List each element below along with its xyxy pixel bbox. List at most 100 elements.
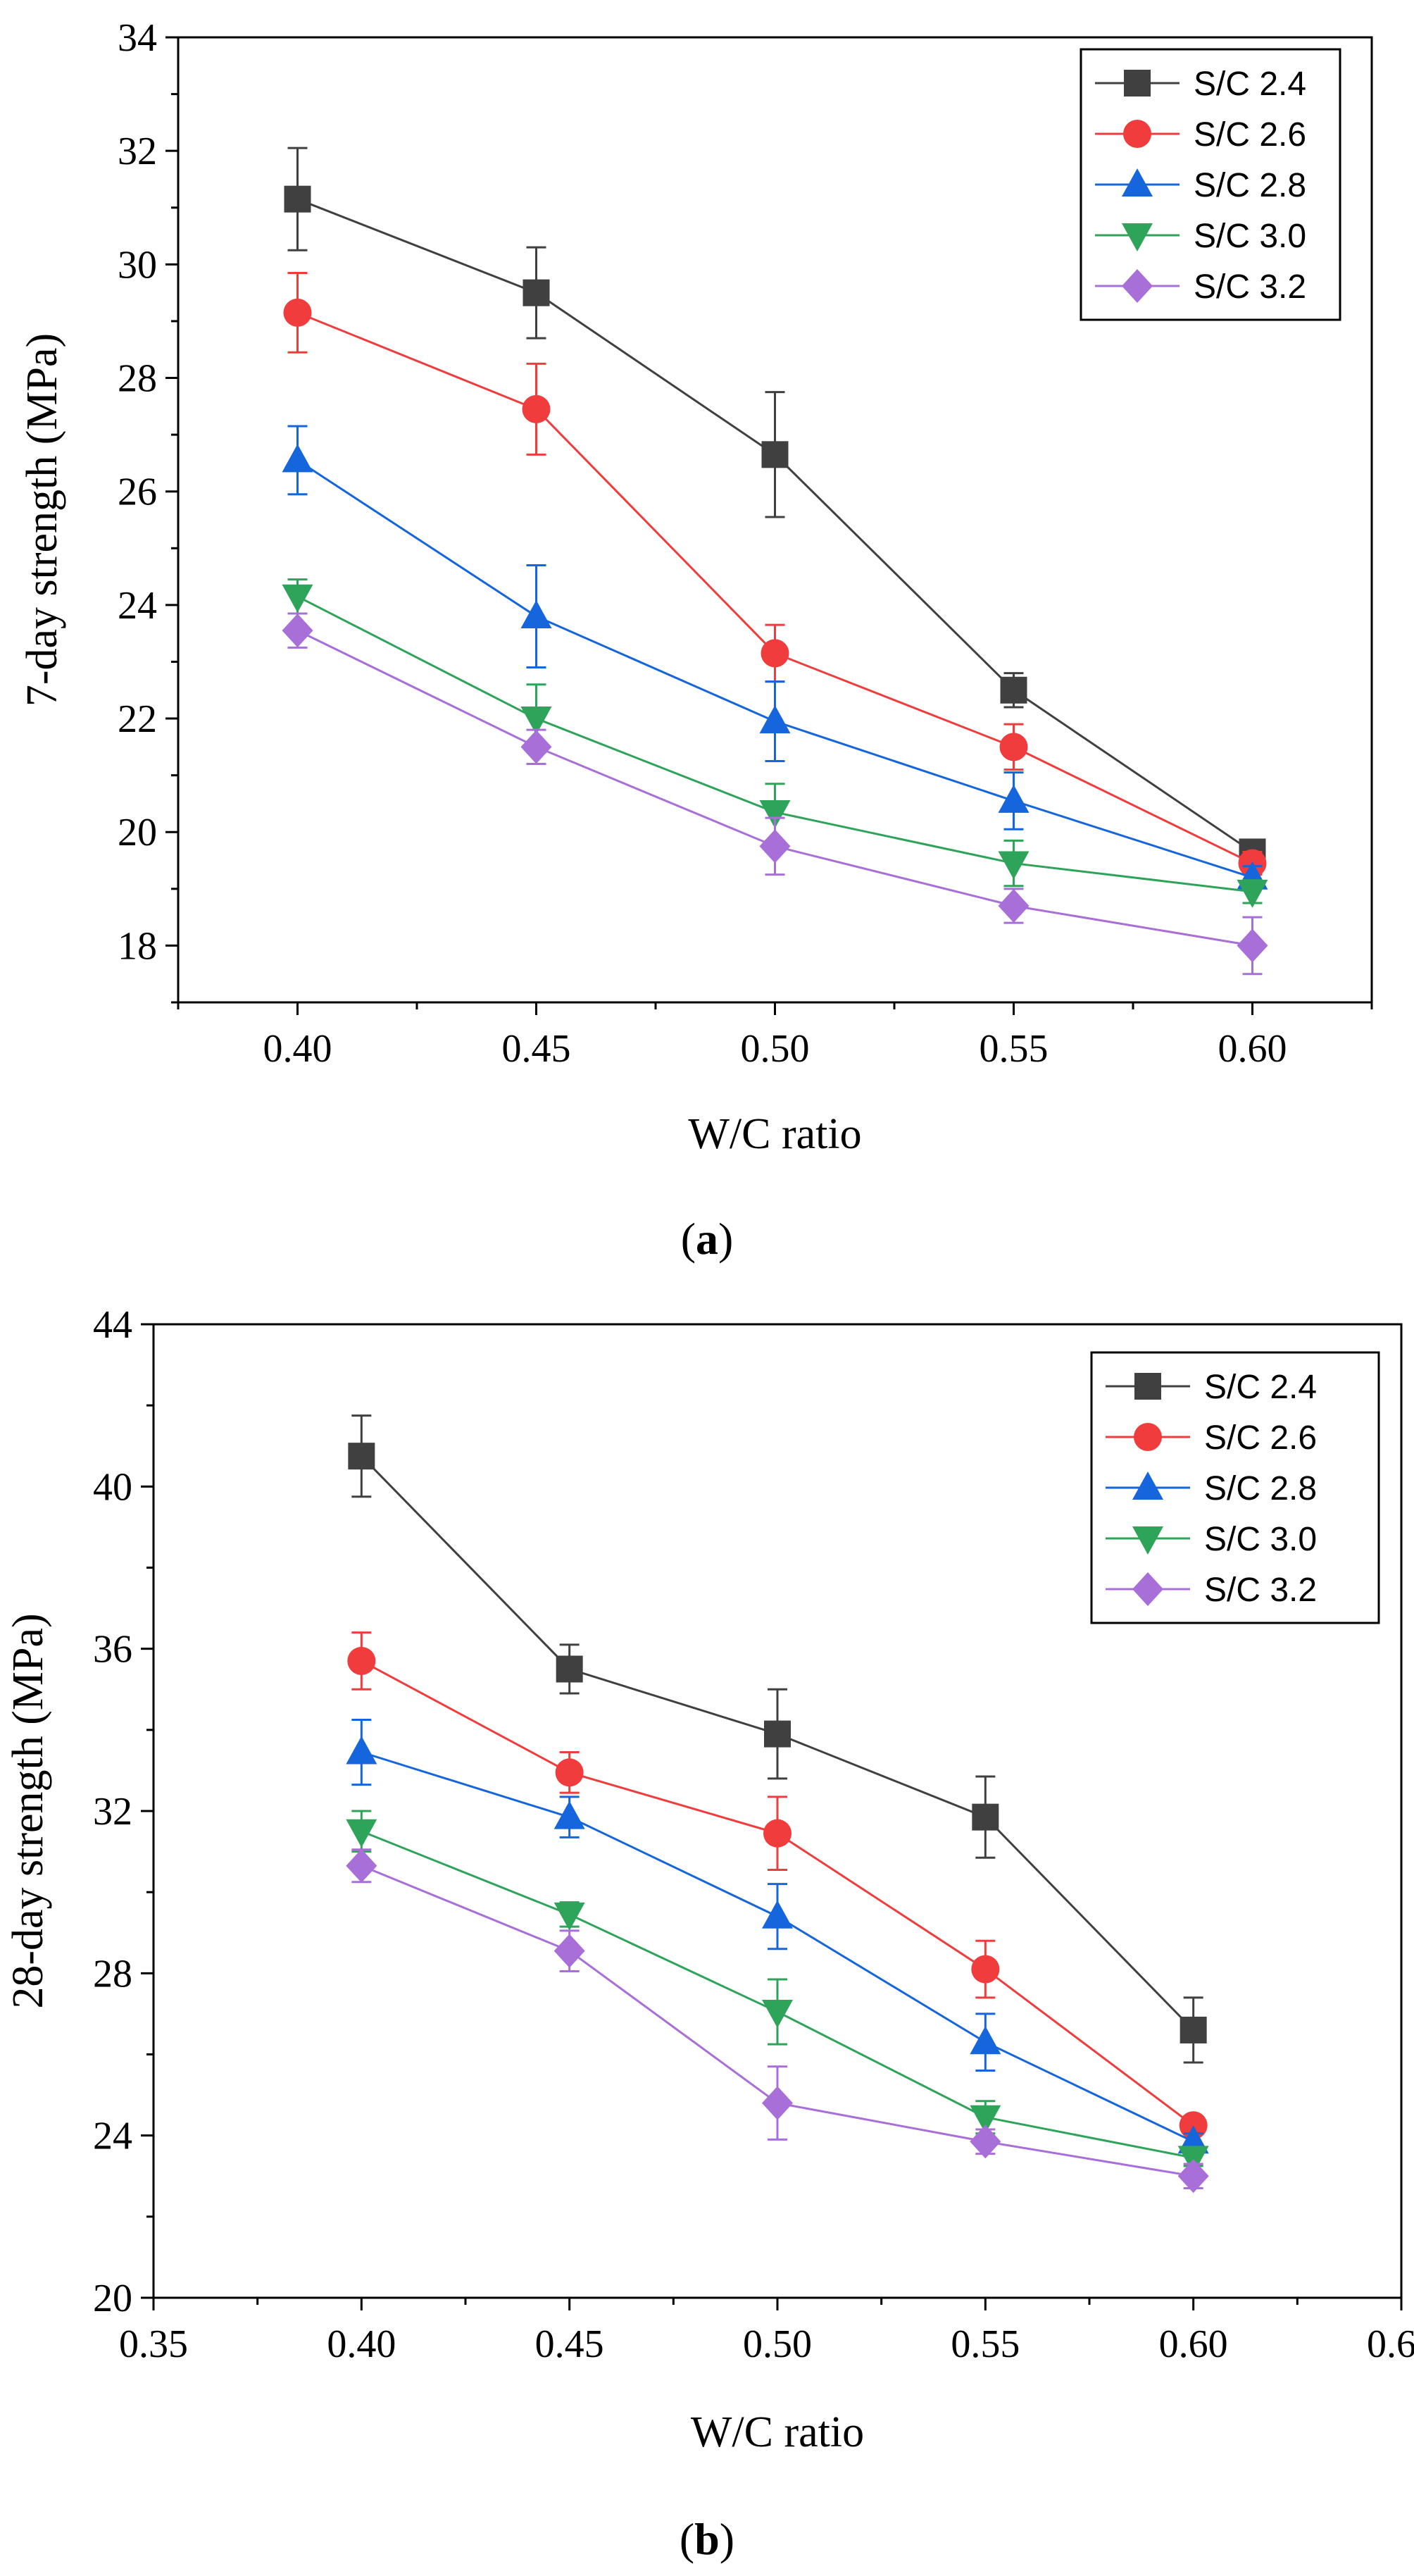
legend-marker xyxy=(1132,1572,1163,1606)
x-tick-label: 0.45 xyxy=(502,1027,571,1071)
data-point xyxy=(282,584,313,613)
y-tick-label: 32 xyxy=(118,130,157,173)
data-point xyxy=(553,1800,585,1829)
y-tick-label: 28 xyxy=(118,357,157,401)
legend-marker xyxy=(1122,168,1153,197)
legend-label: S/C 2.6 xyxy=(1204,1419,1317,1457)
data-point xyxy=(998,851,1030,880)
y-tick-label: 40 xyxy=(93,1465,132,1509)
x-tick-label: 0.45 xyxy=(535,2322,604,2366)
x-tick-label: 0.50 xyxy=(741,1027,810,1071)
y-axis-title: 28-day strength (MPa) xyxy=(4,1613,52,2008)
x-tick-label: 0.60 xyxy=(1159,2322,1228,2366)
data-point xyxy=(282,614,313,648)
x-tick-label: 0.55 xyxy=(951,2322,1020,2366)
data-point xyxy=(762,2000,793,2029)
data-point xyxy=(970,2124,1001,2159)
data-point xyxy=(348,1443,375,1470)
data-point xyxy=(1177,2159,1209,2194)
data-point xyxy=(520,730,552,764)
data-point xyxy=(520,707,552,735)
data-point xyxy=(972,1803,999,1831)
legend-label: S/C 2.8 xyxy=(1194,167,1306,204)
series-s-c-3-2 xyxy=(346,1848,1209,2194)
series-s-c-3-0 xyxy=(346,1810,1209,2174)
y-axis-title: 7-day strength (MPa) xyxy=(18,333,66,707)
legend-item-s-c-2-4: S/C 2.4 xyxy=(1106,1369,1317,1406)
data-point xyxy=(523,279,550,306)
legend-label: S/C 2.8 xyxy=(1204,1470,1317,1507)
data-point xyxy=(553,1934,585,1968)
legend-item-s-c-3-0: S/C 3.0 xyxy=(1106,1521,1317,1558)
y-tick-label: 28 xyxy=(93,1952,132,1996)
data-point xyxy=(761,441,789,468)
data-point xyxy=(1237,879,1268,908)
y-tick-label: 20 xyxy=(118,811,157,854)
legend-label: S/C 3.2 xyxy=(1204,1572,1317,1609)
data-point xyxy=(346,1736,377,1765)
x-tick-label: 0.60 xyxy=(1218,1027,1287,1071)
y-tick-label: 24 xyxy=(93,2115,132,2158)
y-tick-label: 22 xyxy=(118,697,157,741)
y-tick-label: 32 xyxy=(93,1790,132,1834)
legend-marker xyxy=(1132,1526,1163,1555)
y-tick-label: 18 xyxy=(118,924,157,968)
legend-marker xyxy=(1134,1373,1161,1400)
legend-marker xyxy=(1122,223,1153,251)
caption-b: (b) xyxy=(680,2514,734,2564)
data-point xyxy=(1179,2111,1208,2140)
data-point xyxy=(998,784,1030,813)
y-tick-label: 36 xyxy=(93,1628,132,1672)
data-point xyxy=(970,2105,1001,2134)
legend-marker xyxy=(1123,120,1151,148)
x-tick-label: 0.50 xyxy=(743,2322,812,2366)
legend-marker xyxy=(1122,269,1153,303)
data-point xyxy=(522,394,551,423)
legend-label: S/C 3.0 xyxy=(1204,1521,1317,1558)
legend: S/C 2.4 S/C 2.6 S/C 2.8 S/C 3.0 S/C 3.2 xyxy=(1090,1351,1380,1624)
data-point xyxy=(1000,676,1027,704)
series-s-c-2-4 xyxy=(348,1414,1207,2064)
x-tick-label: 0.40 xyxy=(263,1027,332,1071)
legend-item-s-c-3-2: S/C 3.2 xyxy=(1106,1572,1317,1609)
data-point xyxy=(556,1655,583,1683)
data-point xyxy=(759,705,791,734)
legend-label: S/C 3.0 xyxy=(1194,218,1306,255)
data-point xyxy=(520,600,552,628)
x-axis-title: W/C ratio xyxy=(691,2408,864,2456)
data-point xyxy=(1237,928,1268,963)
legend-marker xyxy=(1134,1423,1162,1451)
chart-panel-a: 0.40 0.45 0.50 0.55 0.60 18 20 22 24 26 28 30 32 34 W/… xyxy=(18,16,1373,1158)
y-tick-label: 30 xyxy=(118,243,157,287)
data-point xyxy=(763,1819,792,1848)
x-axis-title: W/C ratio xyxy=(688,1110,861,1158)
y-tick-label: 26 xyxy=(118,471,157,514)
data-point xyxy=(762,2086,793,2120)
data-point xyxy=(759,800,791,829)
legend-item-s-c-2-6: S/C 2.6 xyxy=(1106,1419,1317,1457)
legend-item-s-c-2-6: S/C 2.6 xyxy=(1095,116,1306,154)
data-point xyxy=(998,889,1030,923)
legend-label: S/C 2.4 xyxy=(1204,1369,1317,1406)
data-point xyxy=(283,298,312,327)
legend-item-s-c-3-0: S/C 3.0 xyxy=(1095,218,1306,255)
y-tick-label: 34 xyxy=(118,16,157,60)
legend-label: S/C 2.4 xyxy=(1194,66,1306,103)
data-point xyxy=(762,1900,793,1929)
legend-item-s-c-2-8: S/C 2.8 xyxy=(1106,1470,1317,1507)
x-tick-label: 0.65 xyxy=(1367,2322,1414,2366)
data-point xyxy=(1180,2016,1207,2043)
series-s-c-3-2 xyxy=(282,612,1268,976)
legend-item-s-c-3-2: S/C 3.2 xyxy=(1095,268,1306,306)
data-point xyxy=(347,1646,376,1675)
data-point xyxy=(970,2026,1001,2055)
legend-label: S/C 2.6 xyxy=(1194,116,1306,154)
x-tick-label: 0.40 xyxy=(327,2322,396,2366)
legend-item-s-c-2-4: S/C 2.4 xyxy=(1095,66,1306,103)
data-point xyxy=(999,733,1028,761)
data-point xyxy=(282,444,313,473)
legend-label: S/C 3.2 xyxy=(1194,268,1306,306)
y-tick-label: 44 xyxy=(93,1303,132,1347)
x-tick-label: 0.55 xyxy=(980,1027,1049,1071)
y-tick-label: 20 xyxy=(93,2277,132,2320)
